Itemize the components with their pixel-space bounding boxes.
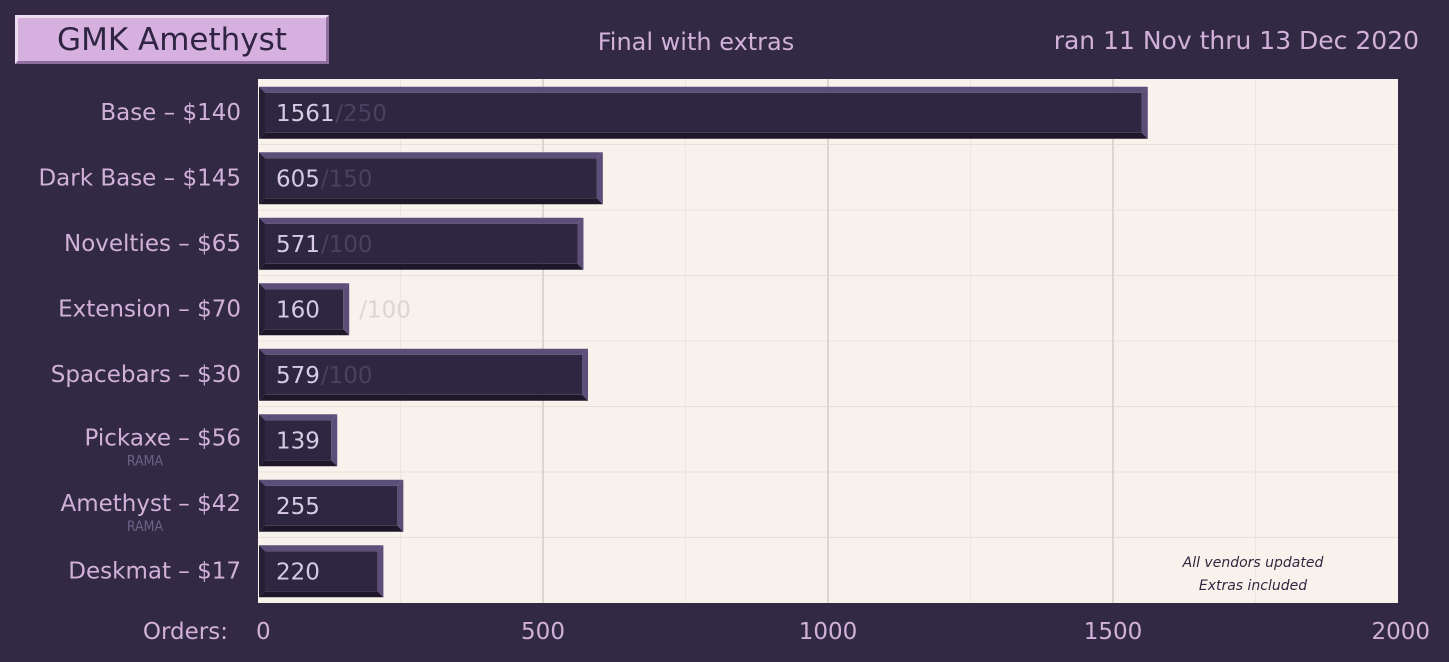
- bar-edge-top: [259, 283, 350, 290]
- bar-face: [265, 551, 378, 592]
- category-label: Base – $140: [100, 100, 241, 126]
- bar-face: [265, 92, 1142, 133]
- x-tick-label: 1000: [799, 619, 858, 645]
- bar-value-label: 605: [276, 166, 320, 192]
- bar-edge-top: [259, 86, 1148, 93]
- category-label: Pickaxe – $56: [85, 425, 242, 451]
- bar-target-label: /100: [321, 232, 373, 258]
- bar-edge-top: [259, 545, 384, 552]
- x-tick-label: 2000: [1371, 619, 1430, 645]
- bar-edge-right: [1141, 86, 1148, 139]
- bar-value-label: 1561: [276, 101, 335, 127]
- bar-target-label: /100: [321, 363, 373, 389]
- bar-edge-bottom: [259, 263, 584, 270]
- bar-face: [265, 420, 332, 461]
- bar: [259, 217, 584, 270]
- bar-edge-right: [343, 283, 350, 336]
- bar-edge-top: [259, 217, 584, 224]
- bar-edge-top: [259, 414, 338, 421]
- bar: [259, 152, 603, 205]
- category-label: Deskmat – $17: [68, 558, 241, 584]
- bar-value-label: 255: [276, 494, 320, 520]
- note-line-1: All vendors updated: [1182, 555, 1324, 571]
- bar-edge-left: [259, 545, 265, 598]
- category-sublabel: RAMA: [127, 519, 164, 535]
- bar-face: [265, 289, 344, 330]
- bar-edge-bottom: [259, 460, 338, 467]
- bar-edge-top: [259, 152, 603, 159]
- category-label: Dark Base – $145: [38, 165, 241, 191]
- category-label: Novelties – $65: [64, 231, 241, 257]
- bar-edge-bottom: [259, 591, 384, 598]
- bar-face: [265, 158, 597, 199]
- bar-edge-right: [582, 348, 589, 401]
- bar-edge-right: [596, 152, 603, 205]
- bar-edge-left: [259, 86, 265, 139]
- chart-title: GMK Amethyst: [15, 15, 329, 64]
- bar: [259, 545, 384, 598]
- bar-edge-top: [259, 479, 404, 486]
- category-label: Spacebars – $30: [51, 362, 241, 388]
- bar-value-label: 220: [276, 559, 320, 585]
- x-tick-label: 1500: [1084, 619, 1143, 645]
- bar-face: [265, 223, 578, 264]
- bar-edge-bottom: [259, 525, 404, 532]
- category-label: Extension – $70: [58, 296, 241, 322]
- bar-edge-bottom: [259, 198, 603, 205]
- bar-value-label: 139: [276, 428, 320, 454]
- bar-edge-left: [259, 479, 265, 532]
- bar-value-label: 160: [276, 297, 320, 323]
- note-line-2: Extras included: [1199, 578, 1307, 594]
- x-tick-label: 500: [521, 619, 565, 645]
- bar-edge-top: [259, 348, 589, 355]
- bar-face: [265, 485, 398, 526]
- bar: [259, 414, 338, 467]
- bar-edge-left: [259, 152, 265, 205]
- bar-target-label: /150: [321, 166, 373, 192]
- bar-edge-right: [377, 545, 384, 598]
- bar-edge-bottom: [259, 132, 1148, 139]
- bar-edge-bottom: [259, 329, 350, 336]
- bar-edge-bottom: [259, 394, 589, 401]
- bar: [259, 348, 589, 401]
- bar-target-label: /100: [359, 297, 411, 323]
- bar-edge-left: [259, 217, 265, 270]
- x-axis: 0 500 1000 1500 2000: [256, 619, 1430, 645]
- bar-value-label: 571: [276, 232, 320, 258]
- bar: [259, 86, 1148, 139]
- category-label: Amethyst – $42: [60, 491, 241, 517]
- bar: [259, 479, 404, 532]
- bar-value-label: 579: [276, 363, 320, 389]
- bar: [259, 283, 350, 336]
- bar-edge-right: [397, 479, 404, 532]
- chart-subtitle: Final with extras: [597, 28, 795, 56]
- bars: 1561/250605/150571/100160/100579/1001392…: [259, 86, 1148, 598]
- bar-edge-right: [331, 414, 338, 467]
- category-labels: Base – $140 Dark Base – $145 Novelties – $…: [38, 100, 241, 585]
- date-range: ran 11 Nov thru 13 Dec 2020: [1053, 26, 1419, 55]
- chart-title-text: GMK Amethyst: [57, 21, 287, 58]
- bar-edge-right: [577, 217, 584, 270]
- chart-note: All vendors updated Extras included: [1182, 555, 1324, 594]
- x-axis-label: Orders:: [143, 619, 228, 645]
- bar-target-label: /250: [335, 101, 387, 127]
- bar-edge-left: [259, 348, 265, 401]
- bar-face: [265, 354, 583, 395]
- category-sublabel: RAMA: [127, 453, 164, 469]
- bar-edge-left: [259, 414, 265, 467]
- x-tick-label: 0: [256, 619, 271, 645]
- bar-edge-left: [259, 283, 265, 336]
